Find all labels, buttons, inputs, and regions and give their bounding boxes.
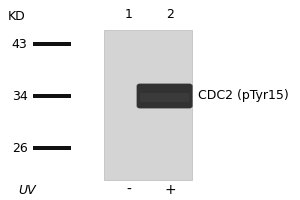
Bar (33, 42, 71, 46)
Text: UV: UV (19, 184, 36, 196)
Text: KD: KD (8, 9, 26, 22)
Text: 26: 26 (12, 142, 27, 154)
Bar (33, 94, 71, 98)
Text: +: + (164, 183, 176, 197)
FancyBboxPatch shape (140, 93, 189, 102)
Text: CDC2 (pTyr15): CDC2 (pTyr15) (197, 90, 288, 102)
Text: -: - (127, 183, 131, 197)
Text: 1: 1 (125, 7, 133, 21)
Text: 34: 34 (12, 90, 27, 102)
Text: 43: 43 (12, 38, 27, 50)
Text: 2: 2 (166, 7, 174, 21)
Bar (104, 30, 192, 180)
FancyBboxPatch shape (136, 84, 193, 108)
Bar (33, 146, 71, 150)
